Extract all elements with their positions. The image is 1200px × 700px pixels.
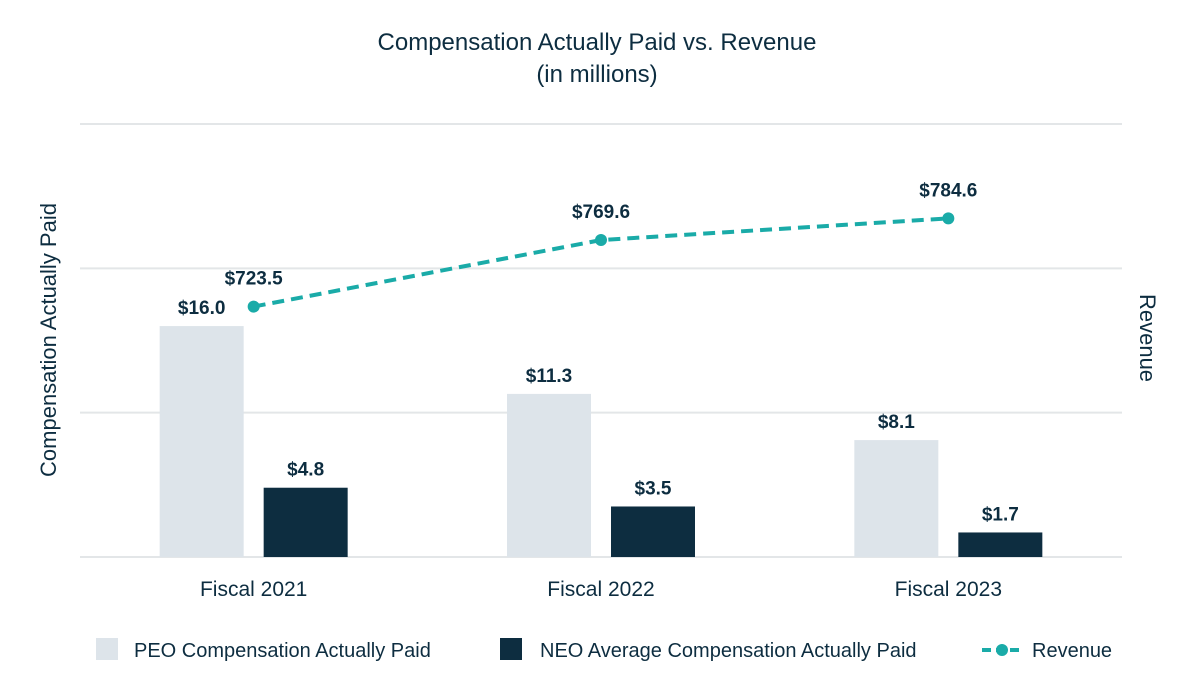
gridlines xyxy=(80,123,1122,558)
data-label: $16.0 xyxy=(178,298,226,319)
legend-label-peo: PEO Compensation Actually Paid xyxy=(134,640,431,662)
y-axis-title: Compensation Actually Paid xyxy=(36,203,61,477)
data-label: $1.7 xyxy=(982,504,1019,525)
bars: $16.0 $4.8 $11.3 $3.5 $8.1 $1.7 xyxy=(159,298,1043,557)
bar xyxy=(958,532,1043,557)
bar xyxy=(263,487,348,557)
bar xyxy=(854,440,939,557)
revenue-line: $723.5 $769.6 $784.6 xyxy=(225,180,977,313)
data-label: $4.8 xyxy=(287,460,324,481)
legend-swatch-revenue-point xyxy=(996,644,1008,656)
revenue-point xyxy=(247,300,260,313)
x-tick-label: Fiscal 2022 xyxy=(547,578,654,601)
chart-title: Compensation Actually Paid vs. Revenue xyxy=(378,29,817,56)
x-tick-label: Fiscal 2023 xyxy=(895,578,1002,601)
revenue-data-label: $723.5 xyxy=(225,269,284,290)
revenue-data-label: $769.6 xyxy=(572,202,630,223)
data-label: $8.1 xyxy=(878,412,915,433)
revenue-point xyxy=(942,212,955,225)
legend-swatch-neo xyxy=(500,638,522,660)
bar xyxy=(159,326,244,557)
legend-swatch-peo xyxy=(96,638,118,660)
revenue-data-label: $784.6 xyxy=(919,180,977,201)
data-label: $3.5 xyxy=(635,478,672,499)
bar xyxy=(507,393,591,557)
chart-subtitle: (in millions) xyxy=(536,61,657,88)
bar xyxy=(611,506,695,557)
revenue-point xyxy=(595,234,607,247)
legend-label-revenue: Revenue xyxy=(1032,640,1112,662)
y2-axis-title: Revenue xyxy=(1135,294,1160,382)
data-label: $11.3 xyxy=(526,366,573,387)
revenue-series-line xyxy=(253,216,949,309)
legend-label-neo: NEO Average Compensation Actually Paid xyxy=(540,640,917,662)
x-axis-ticks: Fiscal 2021 Fiscal 2022 Fiscal 2023 xyxy=(200,578,1002,601)
x-tick-label: Fiscal 2021 xyxy=(200,578,307,601)
legend: PEO Compensation Actually Paid NEO Averag… xyxy=(96,638,1112,662)
